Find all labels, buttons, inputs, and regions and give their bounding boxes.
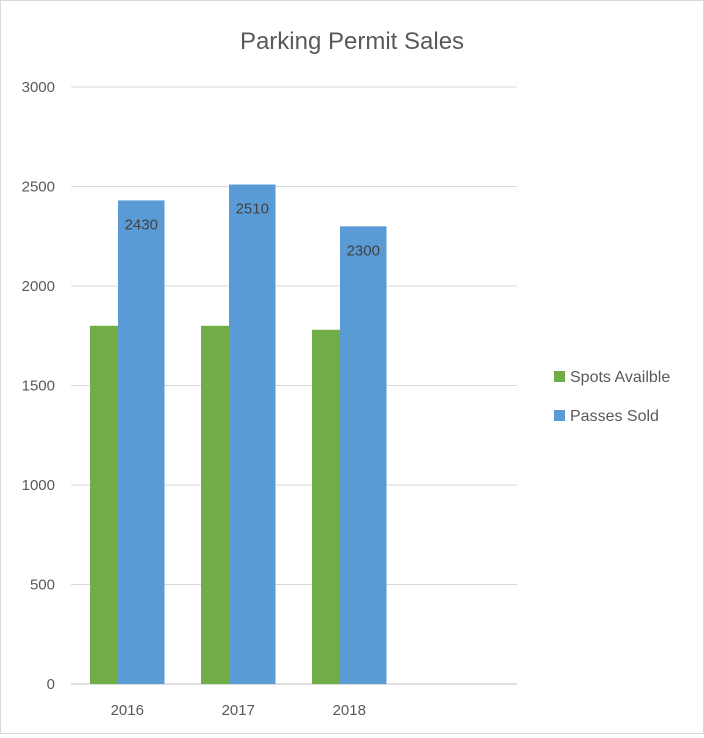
legend-label: Spots Availble — [570, 369, 670, 386]
bar — [118, 200, 165, 684]
y-tick-label: 3000 — [22, 79, 55, 96]
x-tick-label: 2017 — [222, 702, 255, 719]
bars — [90, 184, 387, 685]
y-tick-label: 1500 — [22, 378, 55, 395]
legend-swatch — [554, 371, 565, 382]
y-tick-label: 0 — [47, 676, 55, 693]
x-tick-label: 2018 — [333, 702, 366, 719]
data-label: 2430 — [125, 216, 158, 233]
bar — [340, 226, 387, 685]
data-labels: 2430 2510 2300 — [125, 201, 380, 260]
chart-title: Parking Permit Sales — [240, 28, 464, 55]
legend: Spots Availble Passes Sold — [554, 369, 670, 425]
y-axis-ticks: 0 500 1000 1500 2000 2500 3000 — [22, 79, 55, 693]
y-tick-label: 2500 — [22, 179, 55, 196]
y-tick-label: 1000 — [22, 477, 55, 494]
data-label: 2510 — [236, 201, 269, 218]
x-tick-label: 2016 — [111, 702, 144, 719]
x-axis-ticks: 2016 2017 2018 — [111, 702, 366, 719]
bar — [229, 184, 276, 684]
legend-label: Passes Sold — [570, 408, 659, 425]
y-tick-label: 500 — [30, 577, 55, 594]
legend-swatch — [554, 410, 565, 421]
data-label: 2300 — [347, 242, 380, 259]
y-tick-label: 2000 — [22, 278, 55, 295]
